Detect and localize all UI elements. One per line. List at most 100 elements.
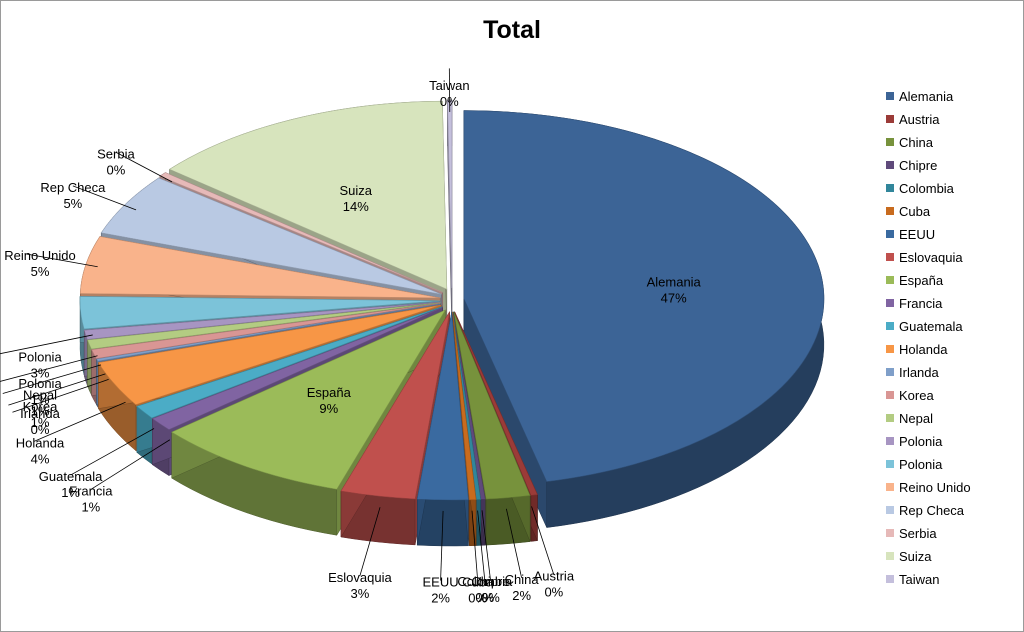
data-label-value-14: 1% <box>31 404 50 419</box>
legend-swatch-12 <box>886 368 894 376</box>
legend-swatch-13 <box>886 391 894 399</box>
legend-label-7: Eslovaquia <box>899 250 963 265</box>
data-label-name-2: China <box>505 572 540 587</box>
slice-holanda-11 <box>97 304 442 406</box>
data-label-name-7: Eslovaquia <box>328 570 392 585</box>
legend-label-20: Suiza <box>899 549 932 564</box>
data-label-name-18: Rep Checa <box>40 180 106 195</box>
legend-swatch-1 <box>886 115 894 123</box>
leader-line-18 <box>72 185 137 211</box>
legend-swatch-16 <box>886 460 894 468</box>
legend-swatch-7 <box>886 253 894 261</box>
legend-label-14: Nepal <box>899 411 933 426</box>
data-label-value-18: 5% <box>63 196 82 211</box>
data-label-value-10: 1% <box>61 485 80 500</box>
legend-swatch-3 <box>886 161 894 169</box>
data-label-value-7: 3% <box>351 586 370 601</box>
slice-taiwan-21 <box>447 99 453 289</box>
leader-line-3 <box>481 510 491 580</box>
slice-cuba-5 <box>452 311 477 501</box>
legend-swatch-20 <box>886 552 894 560</box>
legend-label-13: Korea <box>899 388 934 403</box>
slice-francia-9 <box>151 307 443 430</box>
legend-swatch-15 <box>886 437 894 445</box>
slice-polonia-16 <box>79 296 441 330</box>
data-label-name-11: Holanda <box>16 435 65 450</box>
leader-line-11 <box>33 401 126 442</box>
slice-austria-1 <box>454 311 538 496</box>
legend-label-0: Alemania <box>899 89 954 104</box>
leader-line-4 <box>477 510 486 581</box>
data-label-name-6: EEUU <box>423 575 459 590</box>
slice-guatemala-10 <box>136 306 443 419</box>
data-label-name-8: España <box>307 385 352 400</box>
data-label-name-1: Austria <box>534 569 575 584</box>
leader-line-12 <box>12 379 109 413</box>
slice-nepal-14 <box>87 302 441 350</box>
leader-line-15 <box>0 355 98 382</box>
data-label-name-12: Irlanda <box>20 406 61 421</box>
legend-swatch-5 <box>886 207 894 215</box>
legend-label-6: EEUU <box>899 227 935 242</box>
legend-swatch-2 <box>886 138 894 146</box>
legend-swatch-14 <box>886 414 894 422</box>
slice-irlanda-12 <box>96 303 441 362</box>
leader-line-17 <box>26 253 98 268</box>
leader-line-1 <box>531 506 555 575</box>
legend: Alemania Austria China Chipre Colombia Cuba EE… <box>886 89 971 587</box>
legend-label-10: Guatemala <box>899 319 963 334</box>
chart-title: Total <box>483 16 541 44</box>
leader-line-19 <box>115 151 173 183</box>
leader-line-10 <box>70 428 155 476</box>
data-label-value-17: 5% <box>31 264 50 279</box>
data-label-name-19: Serbia <box>97 146 135 161</box>
legend-label-5: Cuba <box>899 204 931 219</box>
data-label-value-20: 14% <box>343 199 369 214</box>
legend-label-21: Taiwan <box>899 572 939 587</box>
slice-serbia-19 <box>159 172 443 293</box>
legend-swatch-10 <box>886 322 894 330</box>
data-label-name-17: Reino Unido <box>4 248 76 263</box>
legend-label-2: China <box>899 135 934 150</box>
data-label-value-13: 1% <box>31 415 50 430</box>
slice-china-2 <box>453 311 531 500</box>
slice-alemania-0 <box>463 110 825 482</box>
leader-line-9 <box>90 439 171 490</box>
slice-suiza-20 <box>168 100 448 290</box>
slice-eeuu-6 <box>416 311 469 501</box>
legend-label-17: Reino Unido <box>899 480 971 495</box>
data-label-value-0: 47% <box>661 291 687 306</box>
leader-line-6 <box>440 510 444 581</box>
leader-line-7 <box>359 507 381 576</box>
legend-swatch-21 <box>886 575 894 583</box>
data-label-name-5: Cuba <box>462 574 494 589</box>
data-label-value-21: 0% <box>440 94 459 109</box>
legend-swatch-4 <box>886 184 894 192</box>
legend-label-16: Polonia <box>899 457 943 472</box>
data-labels: Alemania47%Austria0%China2%Chipre0%Colom… <box>0 68 702 606</box>
data-label-value-5: 0% <box>468 590 487 605</box>
leader-line-16 <box>0 334 93 355</box>
data-label-value-15: 1% <box>31 392 50 407</box>
slice-eslovaquia-7 <box>340 311 450 500</box>
data-label-value-6: 2% <box>431 591 450 606</box>
data-label-value-3: 0% <box>481 590 500 605</box>
legend-label-11: Holanda <box>899 342 948 357</box>
data-label-name-9: Francia <box>69 483 113 498</box>
data-label-name-14: Nepal <box>23 388 57 403</box>
legend-swatch-0 <box>886 92 894 100</box>
legend-swatch-18 <box>886 506 894 514</box>
data-label-name-21: Taiwan <box>429 78 469 93</box>
legend-label-18: Rep Checa <box>899 503 965 518</box>
data-label-name-20: Suiza <box>340 183 373 198</box>
data-label-value-12: 0% <box>31 422 50 437</box>
data-label-value-16: 3% <box>31 365 50 380</box>
data-label-value-9: 1% <box>81 499 100 514</box>
data-label-name-0: Alemania <box>647 275 702 290</box>
legend-label-4: Colombia <box>899 181 955 196</box>
legend-label-8: España <box>899 273 944 288</box>
data-label-value-4: 0% <box>475 590 494 605</box>
legend-label-1: Austria <box>899 112 940 127</box>
legend-label-9: Francia <box>899 296 943 311</box>
